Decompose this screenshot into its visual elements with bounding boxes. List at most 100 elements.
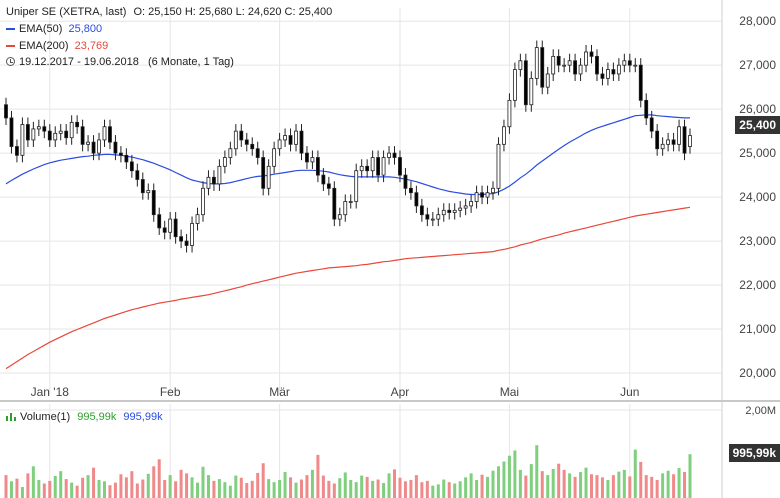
candle-body xyxy=(452,209,457,213)
candle-body xyxy=(261,157,266,189)
volume-bar xyxy=(584,467,588,498)
volume-bar xyxy=(212,480,216,498)
volume-bar xyxy=(196,482,200,498)
volume-bar xyxy=(179,469,183,498)
volume-bar xyxy=(365,476,369,498)
volume-bar xyxy=(371,480,375,498)
candle-body xyxy=(512,69,517,101)
volume-bar xyxy=(174,481,178,498)
volume-bar xyxy=(639,461,643,498)
volume-bar xyxy=(442,479,446,498)
volume-bar xyxy=(294,482,298,498)
volume-bar xyxy=(261,463,265,498)
volume-value-2: 995,99k xyxy=(123,411,163,423)
volume-bar xyxy=(666,470,670,498)
volume-bar xyxy=(661,473,665,498)
candle-body xyxy=(75,121,80,128)
x-tick-label: Apr xyxy=(391,385,410,399)
candle-body xyxy=(529,77,534,106)
volume-bar xyxy=(81,477,85,498)
volume-bar xyxy=(272,482,276,498)
candle-body xyxy=(551,55,556,75)
candle-body xyxy=(622,60,627,66)
volume-bar xyxy=(75,485,79,498)
candle-body xyxy=(9,117,14,147)
volume-bar xyxy=(146,473,150,498)
volume-bar xyxy=(425,480,429,498)
volume-legend: Volume(1) 995,99k 995,99k xyxy=(6,411,163,424)
ema50-swatch xyxy=(6,28,15,31)
volume-bar xyxy=(524,475,528,498)
volume-bar xyxy=(518,469,522,498)
candle-body xyxy=(162,227,167,233)
candle-body xyxy=(474,192,479,202)
y-tick-label: 27,000 xyxy=(739,58,776,72)
candle-body xyxy=(233,130,238,150)
candle-body xyxy=(288,135,293,145)
volume-bar xyxy=(190,477,194,498)
volume-bar xyxy=(42,483,46,498)
candle-body xyxy=(682,126,687,154)
candle-body xyxy=(31,128,36,141)
y-tick-label: 20,000 xyxy=(739,366,776,380)
volume-bar xyxy=(327,480,331,498)
candle-body xyxy=(102,126,107,141)
candle-body xyxy=(540,47,545,88)
volume-bar xyxy=(92,467,96,498)
candle-body xyxy=(436,214,441,220)
volume-bar xyxy=(573,476,577,498)
y-tick-label: 23,000 xyxy=(739,234,776,248)
candle-body xyxy=(86,141,90,145)
candle-body xyxy=(616,64,621,75)
candle-body xyxy=(184,240,189,246)
y-tick-label: 26,000 xyxy=(739,102,776,116)
candle-body xyxy=(305,152,309,163)
candle-body xyxy=(480,192,484,198)
volume-bar xyxy=(420,482,424,498)
volume-bar xyxy=(108,485,112,498)
volume-bar xyxy=(562,469,566,498)
volume-bar xyxy=(600,477,604,498)
candle-body xyxy=(677,126,681,145)
volume-bar xyxy=(59,471,63,498)
volume-bar xyxy=(310,469,314,498)
volume-bar xyxy=(447,482,451,498)
volume-bar xyxy=(469,473,473,498)
candle-body xyxy=(179,236,184,242)
volume-bar xyxy=(491,470,495,498)
candle-body xyxy=(250,143,255,150)
volume-bar xyxy=(382,483,386,498)
volume-bar xyxy=(655,479,659,498)
candle-body xyxy=(310,157,315,163)
volume-bar xyxy=(135,483,139,498)
volume-bar xyxy=(102,481,107,498)
volume-bar xyxy=(4,475,8,498)
candle-body xyxy=(419,205,424,216)
candle-body xyxy=(573,60,577,75)
volume-bar xyxy=(48,480,52,498)
candle-body xyxy=(370,157,375,172)
volume-bar xyxy=(650,476,654,498)
volume-bar xyxy=(622,469,626,498)
header-line-1: Uniper SE (XETRA, last) O: 25,150 H: 25,… xyxy=(6,6,332,19)
ema200-value: 23,769 xyxy=(74,40,109,52)
candle-body xyxy=(556,55,561,66)
candle-body xyxy=(20,124,25,156)
candle-body xyxy=(688,135,692,147)
candle-body xyxy=(294,130,298,145)
candle-body xyxy=(119,152,123,156)
candle-body xyxy=(562,64,567,67)
candle-body xyxy=(507,99,512,128)
candle-body xyxy=(666,139,671,145)
candle-body xyxy=(649,117,654,132)
candle-body xyxy=(589,51,594,57)
candle-body xyxy=(671,139,676,145)
candle-body xyxy=(414,192,419,207)
volume-bar xyxy=(168,475,172,498)
candle-body xyxy=(64,130,69,139)
candle-body xyxy=(173,218,178,238)
volume-bar xyxy=(332,483,336,498)
candle-body xyxy=(36,126,41,130)
candle-body xyxy=(627,60,632,66)
